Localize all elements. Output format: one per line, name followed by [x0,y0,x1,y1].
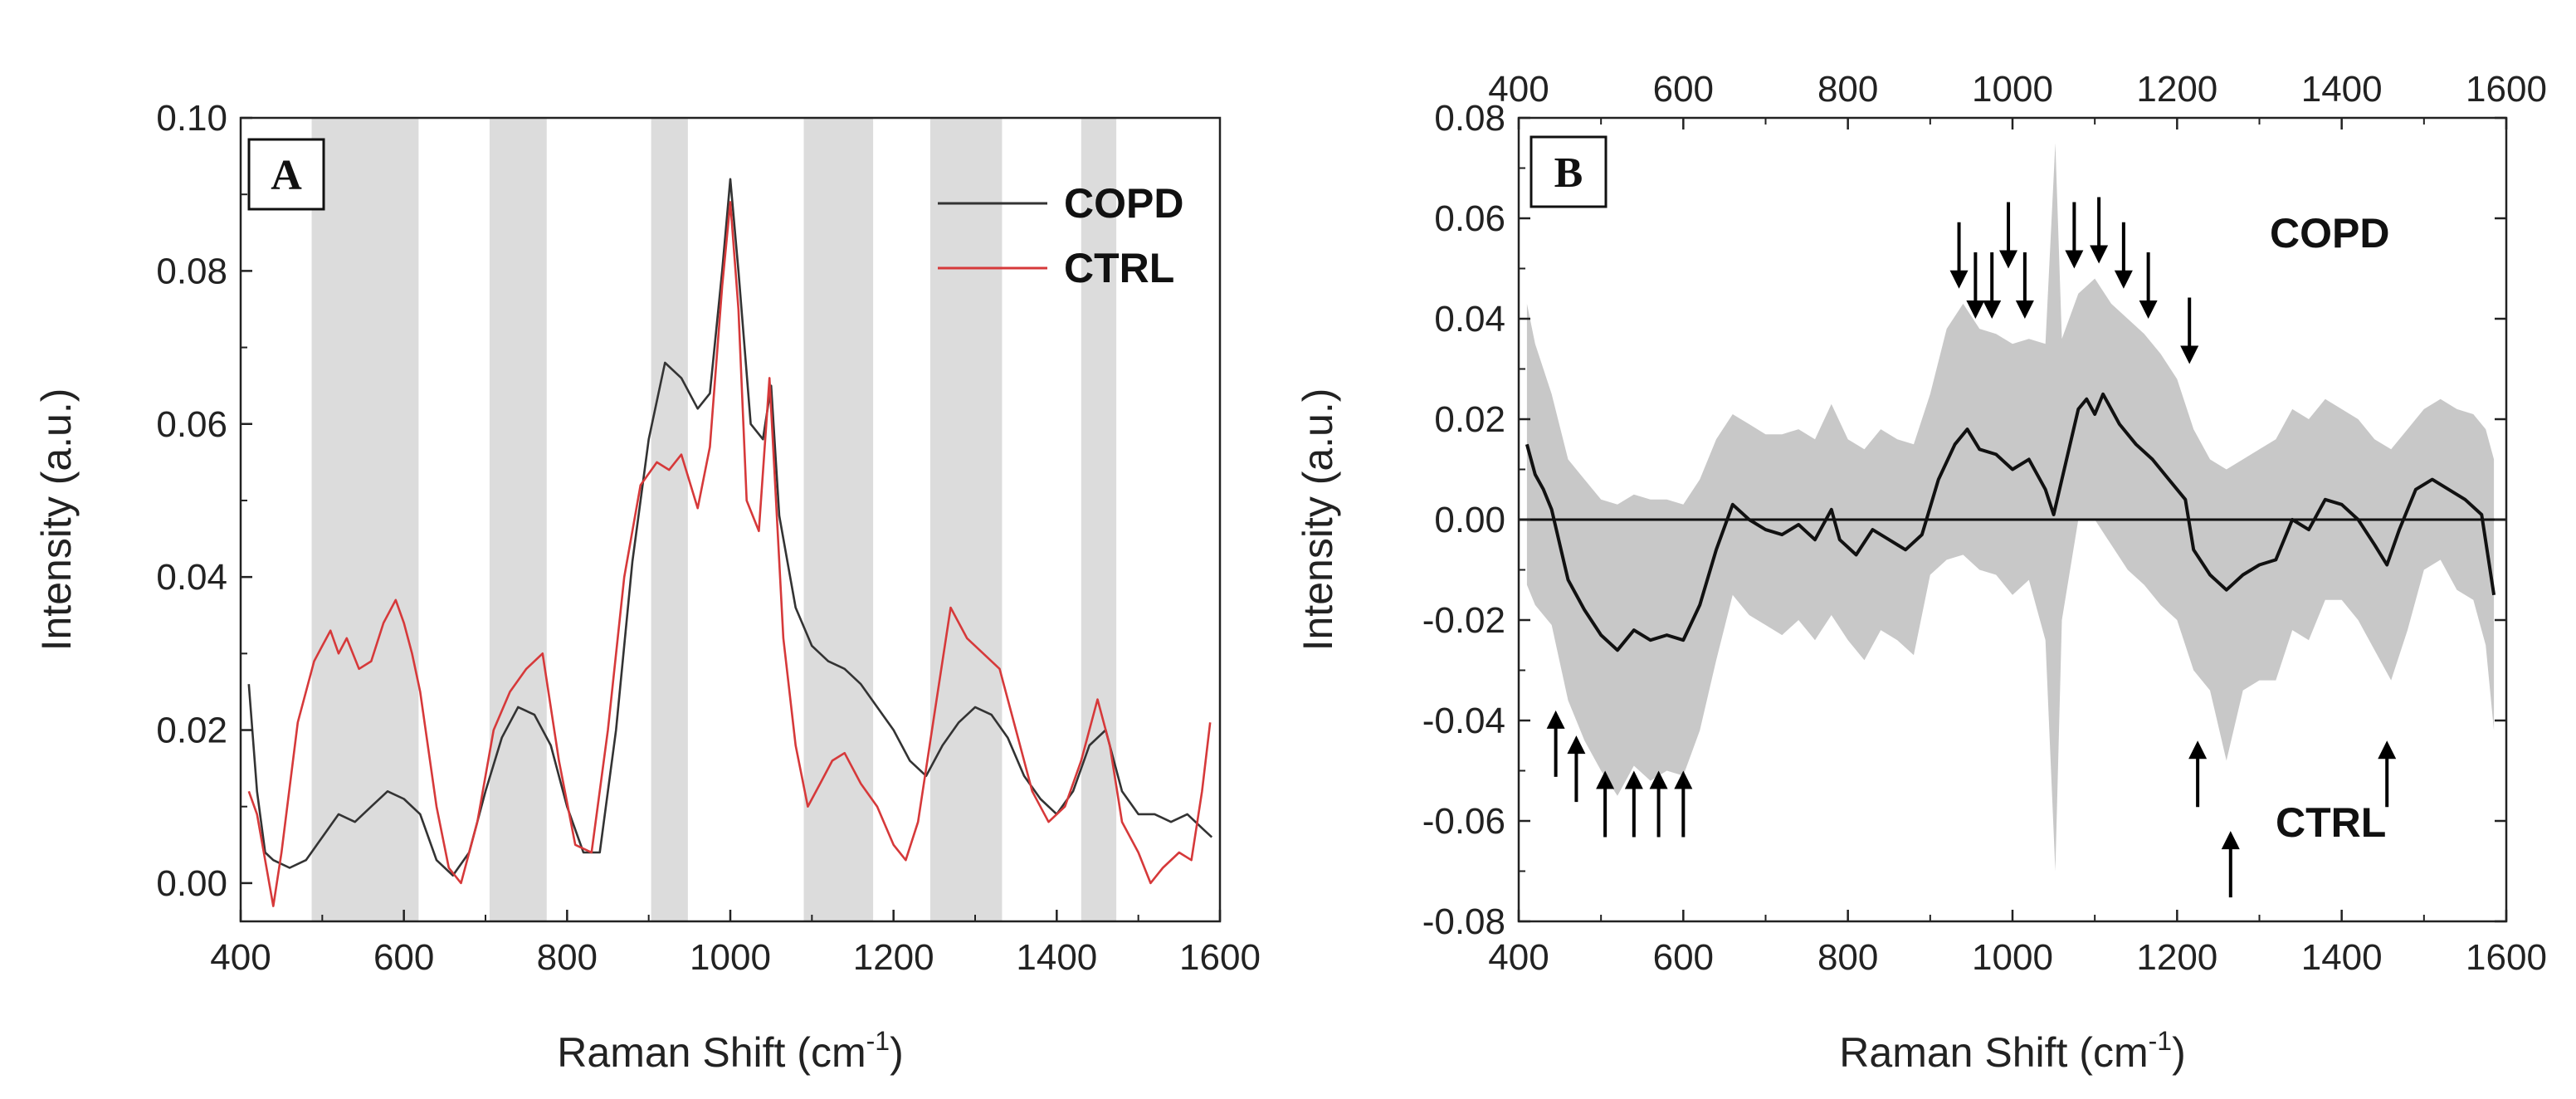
shaded-band [929,118,1003,921]
down-arrow-head [2139,300,2158,319]
up-arrow-head [1596,770,1615,789]
x-tick-label: 400 [210,937,271,978]
y-tick-label: 0.00 [1434,500,1505,540]
y-tick-label: -0.04 [1422,701,1505,741]
x-top-tick-label: 1400 [2301,69,2383,110]
y-tick-label: 0.06 [1434,198,1505,239]
mean-spectrum [1525,392,2496,652]
up-arrow-head [1649,770,1668,789]
panel-label-b: B [1554,149,1583,197]
down-arrow-head [1949,270,1969,289]
x-tick-label: 600 [1653,937,1714,978]
legend-label-ctrl: CTRL [1064,245,1174,291]
arrows [1546,197,2397,898]
down-arrow-head [2180,345,2199,364]
shaded-bands [311,118,1117,921]
up-arrow-head [1546,710,1565,729]
x-top-tick-label: 1600 [2466,69,2547,110]
x-tick-label: 400 [1488,937,1549,978]
down-arrow-head [2090,245,2109,264]
x-top-tick-label: 800 [1817,69,1878,110]
plot-series [247,178,1213,907]
y-tick-label: 0.04 [1434,299,1505,339]
down-arrow-head [1966,300,1985,319]
y-tick-label: 0.02 [1434,399,1505,440]
x-tick-label: 1400 [1016,937,1097,978]
panel-a-chart: 400 600 800 1000 1200 1400 1600 0.00 0.02 0.04 0.0… [33,98,1261,1076]
x-tick-label: 800 [537,937,598,978]
x-tick-label: 1600 [1179,937,1261,978]
panel-b-chart: 400 400 600 600 800 800 1000 1000 1200 1200 1400 14… [1295,69,2547,1076]
y-tick-label: -0.06 [1422,801,1505,842]
x-axis-label: Raman Shift (cm-1) [557,1026,903,1076]
mean-line [1525,392,2496,652]
x-top-tick-label: 1000 [1972,69,2053,110]
x-tick-label: 1200 [2136,937,2217,978]
std-band-area [1526,143,2495,872]
down-arrow-head [2114,270,2133,289]
x-tick-label: 1400 [2301,937,2383,978]
x-tick-label: 800 [1817,937,1878,978]
down-arrow-head [1983,300,2002,319]
x-tick-label: 1200 [853,937,934,978]
std-band [1526,143,2495,872]
axis-ticks: 400 400 600 600 800 800 1000 1000 1200 1200 1400 14… [1422,69,2547,978]
x-top-tick-label: 400 [1488,69,1549,110]
legend-label-copd: COPD [1064,180,1183,227]
group-label-copd: COPD [2270,210,2389,256]
up-arrow-head [2188,740,2208,760]
series-ctrl-line [247,201,1212,907]
y-axis-label: Intensity (a.u.) [33,388,80,652]
up-arrow-head [1674,770,1693,789]
x-top-tick-label: 600 [1653,69,1714,110]
down-arrow-head [2015,300,2034,319]
y-tick-label: 0.04 [156,557,227,598]
shaded-band [489,118,547,921]
x-tick-label: 1000 [1972,937,2053,978]
y-tick-label: 0.10 [156,98,227,139]
series-copd-line [247,178,1213,877]
x-axis-label: Raman Shift (cm-1) [1839,1026,2185,1076]
group-label-ctrl: CTRL [2276,799,2386,846]
down-arrow-head [2065,250,2084,269]
y-tick-label: 0.08 [1434,98,1505,139]
y-tick-label: -0.08 [1422,901,1505,942]
y-tick-label: 0.00 [156,863,227,904]
x-top-tick-label: 1200 [2136,69,2217,110]
y-tick-label: 0.08 [156,251,227,291]
y-tick-label: 0.06 [156,404,227,445]
shaded-band [651,118,688,921]
y-tick-label: -0.02 [1422,600,1505,641]
shaded-band [803,118,874,921]
up-arrow-head [1624,770,1643,789]
shaded-band [311,118,419,921]
legend: COPD CTRL [938,180,1183,291]
shaded-band [1081,118,1117,921]
up-arrow-head [2221,831,2240,850]
panel-label-box: A [247,138,325,211]
panel-label-a: A [271,152,302,199]
y-tick-label: 0.02 [156,711,227,751]
up-arrow-head [2378,740,2397,760]
panel-label-box: B [1530,135,1608,208]
axis-ticks: 400 600 800 1000 1200 1400 1600 0.00 0.02 0.04 0.0… [156,98,1261,978]
up-arrow-head [1567,735,1586,755]
x-tick-label: 1600 [2466,937,2547,978]
down-arrow-head [1999,250,2018,269]
x-tick-label: 1000 [690,937,771,978]
y-axis-label: Intensity (a.u.) [1295,388,1341,652]
x-tick-label: 600 [373,937,434,978]
